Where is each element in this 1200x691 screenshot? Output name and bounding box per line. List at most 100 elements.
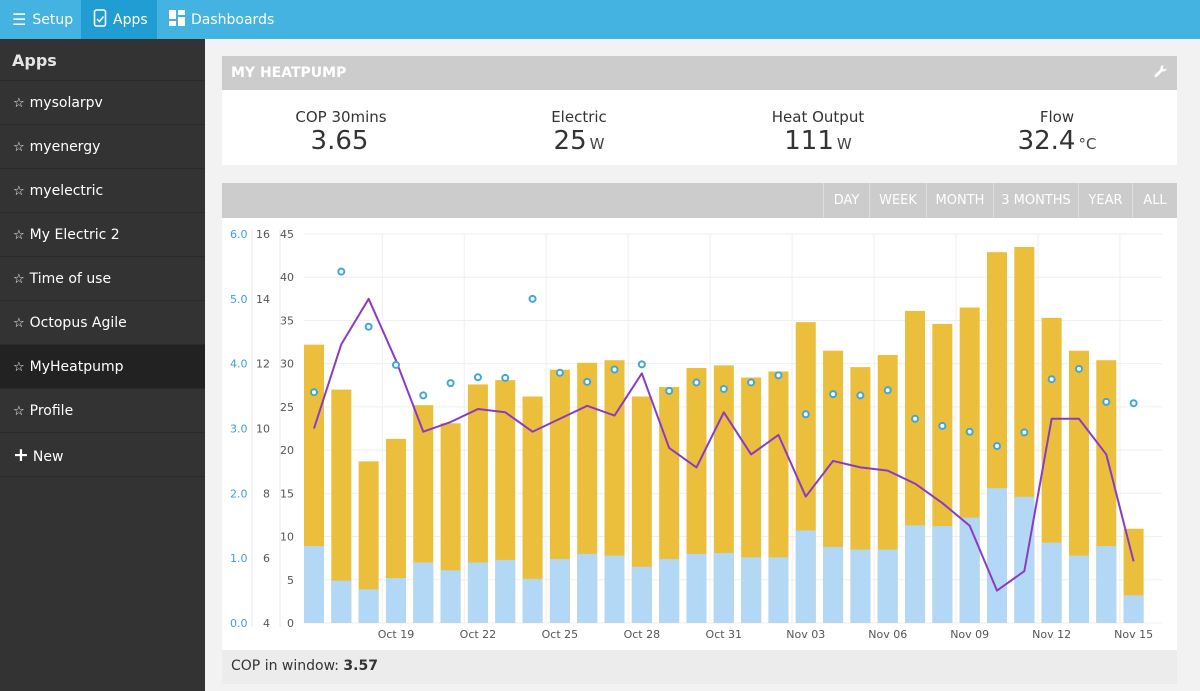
electric-bar (741, 557, 762, 623)
x-tick-label: Oct 22 (460, 628, 497, 641)
y-tick-label-temp: 6 (263, 552, 270, 565)
range-all-button[interactable]: ALL (1132, 183, 1177, 218)
sidebar-item-label: MyHeatpump (29, 359, 124, 375)
x-tick-label: Oct 19 (378, 628, 415, 641)
electric-bar (905, 525, 926, 623)
panel-header: MY HEATPUMP (222, 56, 1177, 90)
sidebar-item-octopus-agile[interactable]: ☆ Octopus Agile (0, 301, 205, 345)
x-tick-label: Nov 12 (1032, 628, 1071, 641)
electric-bar (877, 549, 898, 623)
nav-dashboards[interactable]: Dashboards (157, 0, 280, 39)
nav-dashboards-label: Dashboards (191, 11, 275, 28)
range-day-button[interactable]: DAY (823, 183, 869, 218)
heat-bar (331, 389, 352, 623)
sidebar-item-mysolarpv[interactable]: ☆ mysolarpv (0, 81, 205, 125)
electric-bar (577, 553, 598, 623)
y-tick-label-kwh: 30 (280, 358, 294, 371)
electric-bar (522, 578, 543, 623)
wrench-icon[interactable] (1154, 64, 1168, 78)
electric-bar (1096, 546, 1117, 623)
electric-bar (659, 559, 680, 623)
electric-bar (304, 546, 324, 623)
stat-number: 3.65 (310, 126, 369, 156)
nav-apps[interactable]: Apps (81, 0, 157, 39)
flow-temperature-line (313, 297, 1135, 592)
y-tick-label-kwh: 25 (280, 401, 294, 414)
sidebar-item-time-of-use[interactable]: ☆ Time of use (0, 257, 205, 301)
stat-unit: W (836, 135, 852, 153)
cop-point (337, 267, 346, 276)
range-3months-button[interactable]: 3 MONTHS (993, 183, 1078, 218)
electric-bar (850, 549, 871, 623)
x-tick-label: Oct 25 (542, 628, 579, 641)
star-icon: ☆ (13, 96, 25, 111)
cop-point (938, 421, 947, 430)
electric-bar (440, 570, 461, 623)
y-tick-label-kwh: 40 (280, 271, 294, 284)
y-tick-label-cop: 1.0 (230, 552, 248, 565)
heatpump-chart[interactable]: 0 5 10 15 20 25 30 35 40 45 0.0 1.0 2.0 3.0 4.0 5.0 6.0 4… (222, 218, 1177, 650)
cop-point (965, 427, 974, 436)
electric-bar (604, 555, 625, 623)
range-week-button[interactable]: WEEK (869, 183, 926, 218)
x-tick-label: Oct 31 (706, 628, 743, 641)
cop-point (555, 368, 564, 377)
sidebar-item-my-electric-2[interactable]: ☆ My Electric 2 (0, 213, 205, 257)
stat-value: 111 W (699, 126, 937, 156)
range-year-button[interactable]: YEAR (1078, 183, 1132, 218)
cop-point (719, 384, 728, 393)
sidebar-item-myelectric[interactable]: ☆ myelectric (0, 169, 205, 213)
stat-unit: W (589, 135, 605, 153)
electric-bar (1123, 595, 1144, 623)
electric-bar (987, 488, 1007, 623)
cop-point (310, 388, 318, 397)
sidebar-item-myenergy[interactable]: ☆ myenergy (0, 125, 205, 169)
electric-bar (768, 557, 789, 623)
electric-bar (959, 517, 980, 623)
stat-value: 3.65 (222, 126, 460, 156)
y-tick-label-kwh: 45 (280, 228, 294, 241)
stat-value: 32.4 °C (938, 126, 1176, 156)
electric-bar (631, 566, 652, 623)
cop-point (473, 373, 482, 382)
cop-point (364, 322, 373, 331)
cop-point (993, 442, 1001, 451)
chart-footer: COP in window: 3.57 (222, 650, 1177, 684)
y-tick-label-kwh: 35 (280, 314, 294, 327)
cop-point (692, 378, 701, 387)
cop-point (637, 360, 646, 369)
electric-bar (823, 546, 844, 623)
x-tick-label: Nov 06 (868, 628, 907, 641)
stat-label: COP 30mins (295, 108, 387, 126)
sidebar-item-label: Profile (29, 403, 74, 419)
electric-bar (932, 526, 953, 623)
cop-window-value: 3.57 (343, 658, 378, 674)
star-icon: ☆ (13, 272, 25, 287)
electric-bar (467, 562, 488, 623)
y-tick-label-cop: 0.0 (230, 617, 248, 630)
chart-area: 0 5 10 15 20 25 30 35 40 45 0.0 1.0 2.0 3.0 4.0 5.0 6.0 4… (222, 218, 1177, 650)
dashboard-icon (169, 9, 185, 30)
star-icon: ☆ (13, 360, 25, 375)
star-icon: ☆ (13, 140, 25, 155)
y-tick-label-kwh: 20 (280, 444, 294, 457)
range-month-button[interactable]: MONTH (926, 183, 993, 218)
cop-point (446, 379, 455, 388)
electric-bar (1068, 555, 1089, 623)
electric-bar (549, 559, 570, 623)
heat-bar (631, 396, 652, 623)
sidebar-item-label: My Electric 2 (29, 227, 120, 243)
sidebar-item-new[interactable]: + New (0, 433, 205, 477)
sidebar-item-profile[interactable]: ☆ Profile (0, 389, 205, 433)
cop-window-text: COP in window: (231, 658, 339, 674)
sidebar-item-myheatpump[interactable]: ☆ MyHeatpump (0, 345, 205, 389)
nav-setup[interactable]: ☰ Setup (0, 0, 81, 39)
cop-point (774, 371, 783, 380)
sidebar-item-label: mysolarpv (29, 95, 103, 111)
y-tick-label-kwh: 15 (280, 487, 294, 500)
stat-cop: COP 30mins 3.65 (222, 90, 460, 165)
y-tick-label-cop: 5.0 (230, 293, 248, 306)
cop-point (665, 386, 674, 395)
sidebar-item-label: Time of use (29, 271, 112, 287)
heat-bar (358, 461, 379, 623)
